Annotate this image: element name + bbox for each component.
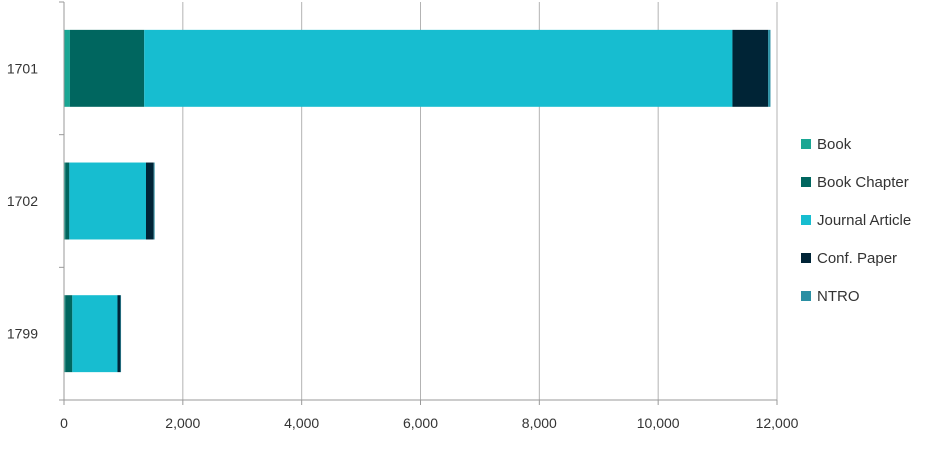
y-tick-label: 1702 xyxy=(7,193,38,209)
x-tick-label: 2,000 xyxy=(165,415,200,431)
x-tick-label: 6,000 xyxy=(403,415,438,431)
x-tick-label: 10,000 xyxy=(637,415,680,431)
bar-segment-1799-ntro xyxy=(120,295,122,373)
legend-swatch-journal-article xyxy=(801,215,811,225)
bar-segment-1799-book xyxy=(64,295,66,373)
legend-label-book-chapter: Book Chapter xyxy=(817,174,909,191)
bars xyxy=(64,29,771,373)
x-axis-tick-labels: 0 2,000 4,000 6,000 8,000 10,000 12,000 xyxy=(60,415,799,431)
bar-segment-1799-journal-article xyxy=(72,295,118,373)
bar-segment-1702-ntro xyxy=(153,162,155,240)
bar-segment-1702-journal-article xyxy=(69,162,146,240)
bar-segment-1799-conf-paper xyxy=(117,295,121,373)
x-tick-label: 8,000 xyxy=(522,415,557,431)
bar-segment-1701-conf-paper xyxy=(732,29,769,107)
bar-segment-1702-book-chapter xyxy=(65,162,70,240)
legend-label-journal-article: Journal Article xyxy=(817,212,911,229)
bar-segment-1702-book xyxy=(64,162,66,240)
bar-segment-1701-ntro xyxy=(768,29,771,107)
legend-label-book: Book xyxy=(817,136,852,153)
bar-segment-1701-journal-article xyxy=(144,29,733,107)
bar-segment-1799-book-chapter xyxy=(65,295,73,373)
bar-segment-1702-conf-paper xyxy=(145,162,154,240)
legend: Book Book Chapter Journal Article Conf. Pap… xyxy=(801,136,911,305)
legend-label-ntro: NTRO xyxy=(817,288,860,305)
y-axis-tick-labels: 1701 1702 1799 xyxy=(7,60,38,341)
y-tick-label: 1701 xyxy=(7,60,38,76)
y-tick-label: 1799 xyxy=(7,326,38,342)
legend-swatch-conf-paper xyxy=(801,253,811,263)
x-tick-label: 12,000 xyxy=(756,415,799,431)
x-tick-label: 4,000 xyxy=(284,415,319,431)
axes xyxy=(59,1,778,405)
legend-label-conf-paper: Conf. Paper xyxy=(817,250,897,267)
legend-swatch-book-chapter xyxy=(801,177,811,187)
bar-segment-1701-book xyxy=(64,29,70,107)
legend-swatch-ntro xyxy=(801,291,811,301)
legend-swatch-book xyxy=(801,139,811,149)
x-tick-label: 0 xyxy=(60,415,68,431)
bar-segment-1701-book-chapter xyxy=(69,29,145,107)
